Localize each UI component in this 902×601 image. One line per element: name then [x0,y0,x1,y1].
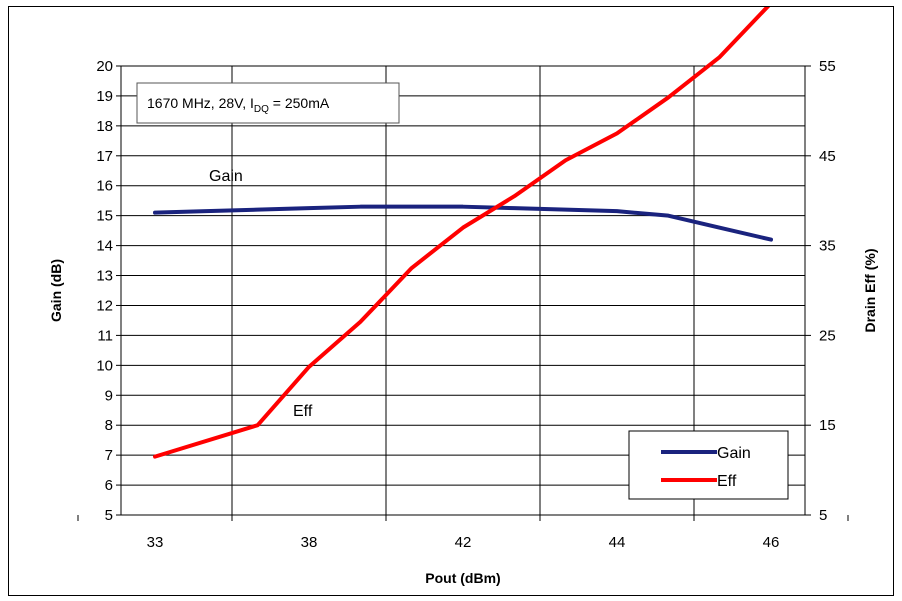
y2-tick-label: 45 [819,148,836,165]
y-tick-label: 5 [105,507,113,524]
condition-note: 1670 MHz, 28V, IDQ = 250mA [136,82,400,124]
note-prefix: 1670 MHz, 28V, I [147,95,254,111]
y-tick-label: 17 [96,148,113,165]
y-tick-label: 14 [96,238,113,255]
y-tick-label: 8 [105,417,113,434]
series-line-gain [153,204,773,242]
series-lines [153,7,773,459]
y-tick-label: 20 [96,58,113,75]
y-tick-label: 11 [97,327,113,344]
legend-label-eff: Eff [717,473,737,490]
y-tick-label: 12 [96,297,113,314]
y2-tick-label: 15 [819,417,836,434]
y-tick-label: 6 [105,477,113,494]
y-tick-label: 15 [96,208,113,225]
grid-lines [121,66,805,515]
legend: Gain Eff [628,430,789,500]
y2-tick-label: 35 [819,238,836,255]
x-axis-title: Pout (dBm) [425,570,500,586]
note-subscript: DQ [254,104,269,115]
y-tick-label: 19 [96,88,113,105]
y2-tick-label: 5 [819,507,827,524]
right-axis-ticks: 5 15 25 35 45 55 [805,58,836,524]
y-axis-title: Gain (dB) [48,259,64,322]
x-tick-label: 38 [301,534,318,551]
x-tick-label: 33 [147,534,164,551]
chart-frame: 5 6 7 8 9 10 11 12 13 14 15 16 17 18 19 20 5 15 25 35 45 55 … [8,6,894,596]
y2-tick-label: 25 [819,327,836,344]
y2-tick-label: 55 [819,58,836,75]
plot-area [120,65,806,516]
gain-annotation: Gain [209,168,243,185]
y-tick-label: 7 [105,447,113,464]
note-suffix: = 250mA [269,95,330,111]
y-tick-label: 10 [96,357,113,374]
legend-box [628,430,789,500]
y-tick-label: 9 [105,387,113,404]
y-tick-label: 18 [96,118,113,135]
x-tick-label: 44 [609,534,626,551]
x-axis-ticks: 33 38 42 44 46 [77,515,849,551]
eff-annotation: Eff [293,403,313,420]
series-line-eff [153,7,771,459]
condition-note-text: 1670 MHz, 28V, IDQ = 250mA [147,95,330,115]
y-tick-label: 13 [96,268,113,285]
x-tick-label: 46 [763,534,780,551]
y2-axis-title: Drain Eff (%) [862,249,878,333]
legend-label-gain: Gain [717,445,751,462]
y-tick-label: 16 [96,178,113,195]
left-axis-ticks: 5 6 7 8 9 10 11 12 13 14 15 16 17 18 19 20 [96,58,121,524]
x-tick-label: 42 [455,534,472,551]
